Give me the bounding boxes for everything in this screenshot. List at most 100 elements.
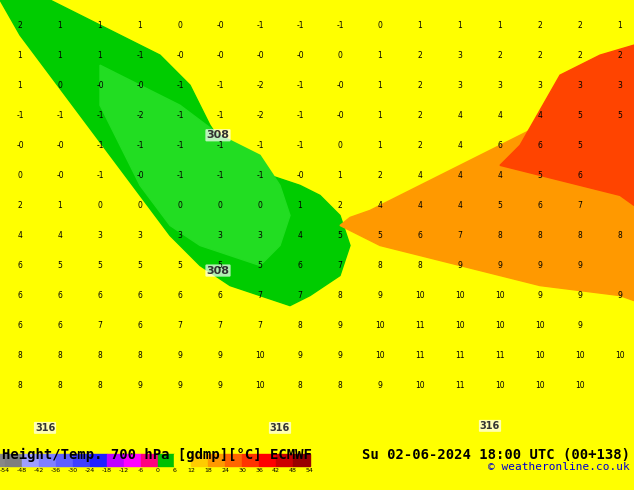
Text: 10: 10 xyxy=(455,321,465,330)
Text: -0: -0 xyxy=(296,50,304,60)
Text: 6: 6 xyxy=(18,321,22,330)
Text: 6: 6 xyxy=(58,291,62,300)
Text: 4: 4 xyxy=(18,231,22,240)
Polygon shape xyxy=(100,65,290,266)
Text: 4: 4 xyxy=(418,171,422,180)
Text: 3: 3 xyxy=(458,81,462,90)
Text: 5: 5 xyxy=(378,231,382,240)
Text: 5: 5 xyxy=(578,141,583,150)
Text: 5: 5 xyxy=(58,261,62,270)
Text: 9: 9 xyxy=(217,351,223,360)
Text: -0: -0 xyxy=(216,21,224,29)
Text: 5: 5 xyxy=(217,261,223,270)
Text: 2: 2 xyxy=(418,141,422,150)
Text: 5: 5 xyxy=(618,111,623,120)
Text: 6: 6 xyxy=(138,291,143,300)
Text: -0: -0 xyxy=(296,171,304,180)
Text: 2: 2 xyxy=(538,50,542,60)
Text: -48: -48 xyxy=(17,468,27,473)
Text: 3: 3 xyxy=(138,231,143,240)
Text: 3: 3 xyxy=(257,231,262,240)
Text: 9: 9 xyxy=(498,261,502,270)
Polygon shape xyxy=(500,45,634,205)
Bar xyxy=(141,454,157,466)
Text: 2: 2 xyxy=(498,50,502,60)
Text: -1: -1 xyxy=(176,81,184,90)
Text: -18: -18 xyxy=(101,468,112,473)
Text: 308: 308 xyxy=(207,130,230,140)
Text: 8: 8 xyxy=(98,381,102,390)
Text: © weatheronline.co.uk: © weatheronline.co.uk xyxy=(488,462,630,472)
Text: 5: 5 xyxy=(498,201,502,210)
Text: -0: -0 xyxy=(16,141,24,150)
Text: 9: 9 xyxy=(578,261,583,270)
Text: 4: 4 xyxy=(458,201,462,210)
Text: 36: 36 xyxy=(256,468,263,473)
Text: 24: 24 xyxy=(221,468,230,473)
Text: 3: 3 xyxy=(458,50,462,60)
Text: 1: 1 xyxy=(18,81,22,90)
Text: 10: 10 xyxy=(495,291,505,300)
Text: 4: 4 xyxy=(498,111,502,120)
Bar xyxy=(157,454,174,466)
Text: -1: -1 xyxy=(216,141,224,150)
Text: -2: -2 xyxy=(256,111,264,120)
Text: 4: 4 xyxy=(58,231,62,240)
Text: -42: -42 xyxy=(34,468,44,473)
Text: 8: 8 xyxy=(138,351,143,360)
Text: 7: 7 xyxy=(178,321,183,330)
Bar xyxy=(191,454,209,466)
Text: 7: 7 xyxy=(578,201,583,210)
Text: 6: 6 xyxy=(538,141,543,150)
Text: 10: 10 xyxy=(535,351,545,360)
Text: -0: -0 xyxy=(136,81,144,90)
Text: 8: 8 xyxy=(18,351,22,360)
Text: 42: 42 xyxy=(272,468,280,473)
Text: 9: 9 xyxy=(538,261,543,270)
Text: 6: 6 xyxy=(418,231,422,240)
Text: -1: -1 xyxy=(16,111,23,120)
Text: 3: 3 xyxy=(98,231,103,240)
Text: 7: 7 xyxy=(297,291,302,300)
Text: -1: -1 xyxy=(256,171,264,180)
Text: 5: 5 xyxy=(98,261,103,270)
Text: 10: 10 xyxy=(415,381,425,390)
Text: 8: 8 xyxy=(338,381,342,390)
Text: 4: 4 xyxy=(418,201,422,210)
Text: 1: 1 xyxy=(98,50,102,60)
Text: 9: 9 xyxy=(138,381,143,390)
Text: 10: 10 xyxy=(495,381,505,390)
Text: 5: 5 xyxy=(578,111,583,120)
Text: 2: 2 xyxy=(418,50,422,60)
Text: -1: -1 xyxy=(176,141,184,150)
Text: 10: 10 xyxy=(575,351,585,360)
Text: 4: 4 xyxy=(458,171,462,180)
Bar xyxy=(5,454,22,466)
Text: 9: 9 xyxy=(538,291,543,300)
Text: 0: 0 xyxy=(337,50,342,60)
Text: -1: -1 xyxy=(96,141,104,150)
Bar xyxy=(225,454,242,466)
Text: 11: 11 xyxy=(415,321,425,330)
Text: 8: 8 xyxy=(98,351,102,360)
Text: 4: 4 xyxy=(498,171,502,180)
Bar xyxy=(0,454,5,466)
Text: 1: 1 xyxy=(297,201,302,210)
Text: 8: 8 xyxy=(58,381,62,390)
Text: -1: -1 xyxy=(56,111,64,120)
Text: 1: 1 xyxy=(58,21,62,29)
Text: -1: -1 xyxy=(336,21,344,29)
Text: 10: 10 xyxy=(455,291,465,300)
Text: 1: 1 xyxy=(458,21,462,29)
Text: 54: 54 xyxy=(306,468,314,473)
Text: 0: 0 xyxy=(378,21,382,29)
Text: -6: -6 xyxy=(138,468,144,473)
Text: 1: 1 xyxy=(378,50,382,60)
Bar xyxy=(22,454,39,466)
Text: 0: 0 xyxy=(18,171,22,180)
Text: 8: 8 xyxy=(18,381,22,390)
Text: 9: 9 xyxy=(378,381,382,390)
Text: 9: 9 xyxy=(458,261,462,270)
Text: 2: 2 xyxy=(538,21,542,29)
Text: -1: -1 xyxy=(256,141,264,150)
